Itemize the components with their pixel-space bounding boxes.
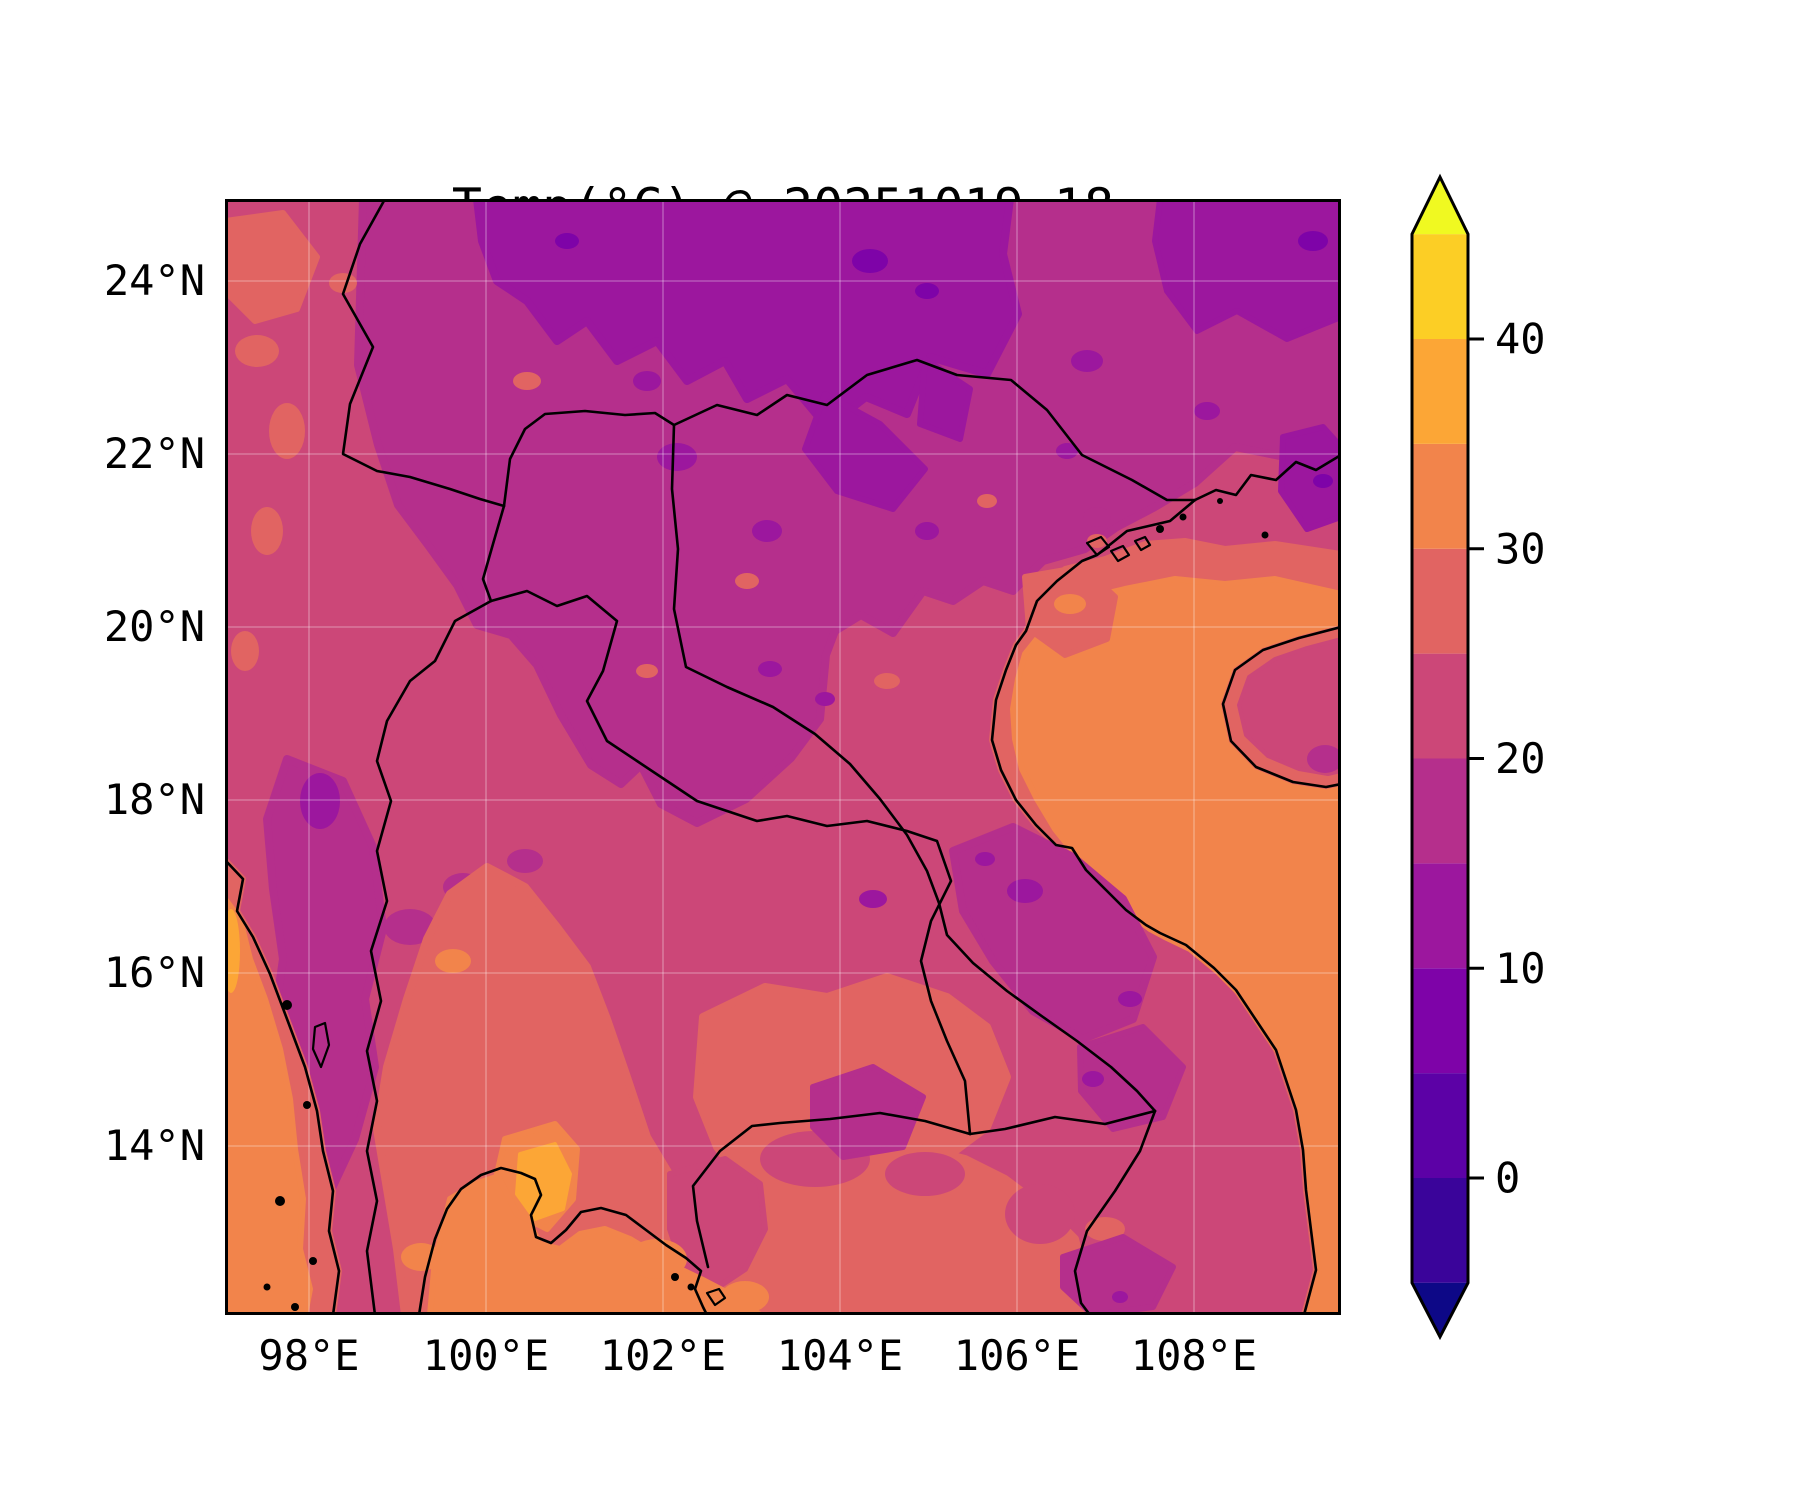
- y-tick-label: 16°N: [103, 948, 205, 997]
- y-tick-label: 18°N: [103, 775, 205, 824]
- border-china-vietnam: [672, 358, 1197, 502]
- colorbar-tick-label: 20: [1495, 734, 1546, 783]
- colorbar-segment: [1412, 548, 1468, 654]
- x-tick-label: 104°E: [776, 1331, 904, 1380]
- border-thailand-myanmar: [365, 599, 493, 1315]
- colorbar-tick-label: 30: [1495, 524, 1546, 573]
- border-cambodia-vietnam: [1073, 1109, 1157, 1315]
- x-tick-label: 102°E: [599, 1331, 727, 1380]
- purple-flecks: [633, 350, 1220, 706]
- colorbar-tick-label: 10: [1495, 944, 1546, 993]
- gulf-east-islands: [671, 1273, 727, 1307]
- border-thailand-cambodia: [691, 1111, 972, 1269]
- country-borders: [341, 199, 1197, 1315]
- x-tick-label: 98°E: [258, 1331, 360, 1380]
- colorbar-outline: [1410, 173, 1470, 1341]
- coast-gulf-of-thailand: [417, 1166, 709, 1315]
- map-svg: [225, 199, 1341, 1315]
- coast-south-china: [1193, 453, 1341, 502]
- colorbar-segment: [1412, 653, 1468, 759]
- map-panel: [225, 199, 1341, 1315]
- x-tick-label: 100°E: [422, 1331, 550, 1380]
- temperature-field: [225, 199, 1341, 1315]
- border-china-laos: [502, 409, 676, 508]
- deep-purple-flecks: [555, 231, 1333, 488]
- colorbar-tick-label: 40: [1495, 315, 1546, 364]
- x-tick-label: 106°E: [953, 1331, 1081, 1380]
- halong-bay-islands: [1085, 498, 1269, 563]
- colorbar-segment: [1412, 968, 1468, 1074]
- y-tick-label: 20°N: [103, 602, 205, 651]
- x-tick-label: 108°E: [1130, 1331, 1258, 1380]
- annamite-purple-spots: [859, 852, 1142, 1303]
- coast-hainan: [1221, 625, 1341, 789]
- border-cambodia-laos: [968, 1109, 1157, 1136]
- coast-myanmar-andaman: [225, 858, 341, 1315]
- y-tick-label: 24°N: [103, 256, 205, 305]
- colorbar-segment: [1412, 443, 1468, 549]
- border-laos-vietnam: [670, 423, 1157, 1113]
- colorbar-svg: 40 30 20 10 0: [1410, 173, 1546, 1341]
- colorbar-segment: [1412, 1178, 1468, 1283]
- colorbar-segment: [1412, 758, 1468, 864]
- colorbar-segment: [1412, 234, 1468, 339]
- orange-flecks: [401, 949, 769, 1313]
- coastlines: [225, 453, 1341, 1315]
- colorbar-arrow-over: [1412, 177, 1468, 235]
- border-thailand-laos: [489, 589, 972, 1136]
- colorbar-tick-label: 0: [1495, 1154, 1520, 1203]
- y-tick-label: 14°N: [103, 1121, 205, 1170]
- colorbar: 40 30 20 10 0: [1395, 160, 1625, 1410]
- y-tick-label: 22°N: [103, 429, 205, 478]
- colorbar-segment: [1412, 1073, 1468, 1178]
- colorbar-segment: [1412, 339, 1468, 444]
- colorbar-arrow-under: [1412, 1282, 1468, 1337]
- border-myanmar-laos: [481, 504, 506, 603]
- coast-vietnam: [990, 498, 1318, 1315]
- andaman-islands: [263, 1000, 331, 1311]
- map-frame: [225, 199, 1341, 1315]
- border-myanmar-china: [341, 199, 506, 508]
- colorbar-segment: [1412, 863, 1468, 969]
